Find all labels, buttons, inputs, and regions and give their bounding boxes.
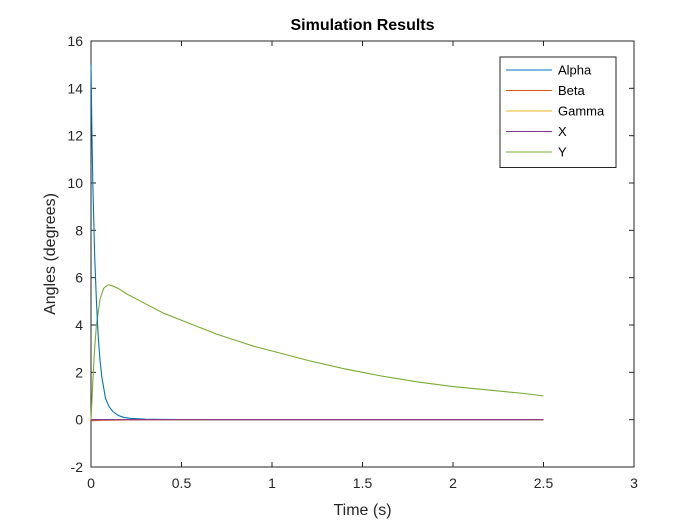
y-tick-label: 16 [67, 33, 83, 49]
series-layer [90, 64, 544, 422]
x-axis-title: Time (s) [333, 502, 391, 519]
y-tick-label: 12 [67, 128, 83, 144]
x-tick-label: 1 [268, 475, 276, 491]
x-tick-label: 2 [449, 475, 457, 491]
y-axis-title: Angles (degrees) [42, 193, 59, 315]
legend-label-beta: Beta [558, 83, 586, 98]
y-tick-label: 8 [75, 222, 83, 238]
x-tick-label: 0 [87, 475, 95, 491]
y-tick-label: 0 [75, 412, 83, 428]
y-tick-label: 14 [67, 80, 83, 96]
x-tick-label: 0.5 [172, 475, 192, 491]
series-line-y [90, 284, 544, 420]
legend-box [499, 56, 617, 168]
x-tick-label: 1.5 [353, 475, 373, 491]
legend-label-y: Y [558, 145, 567, 160]
y-tick-label: 4 [75, 317, 83, 333]
y-tick-label: -2 [71, 459, 84, 475]
legend: Alpha Beta Gamma XY [499, 56, 617, 168]
y-tick-label: 2 [75, 364, 83, 380]
legend-label-gamma: Gamma [558, 104, 605, 119]
y-tick-label: 6 [75, 270, 83, 286]
x-tick-label: 3 [630, 475, 638, 491]
y-tick-label: 10 [67, 175, 83, 191]
legend-label-x: X [558, 124, 567, 139]
legend-label-alpha: Alpha [558, 63, 592, 78]
chart-title: Simulation Results [290, 17, 434, 34]
x-tick-label: 2.5 [534, 475, 554, 491]
